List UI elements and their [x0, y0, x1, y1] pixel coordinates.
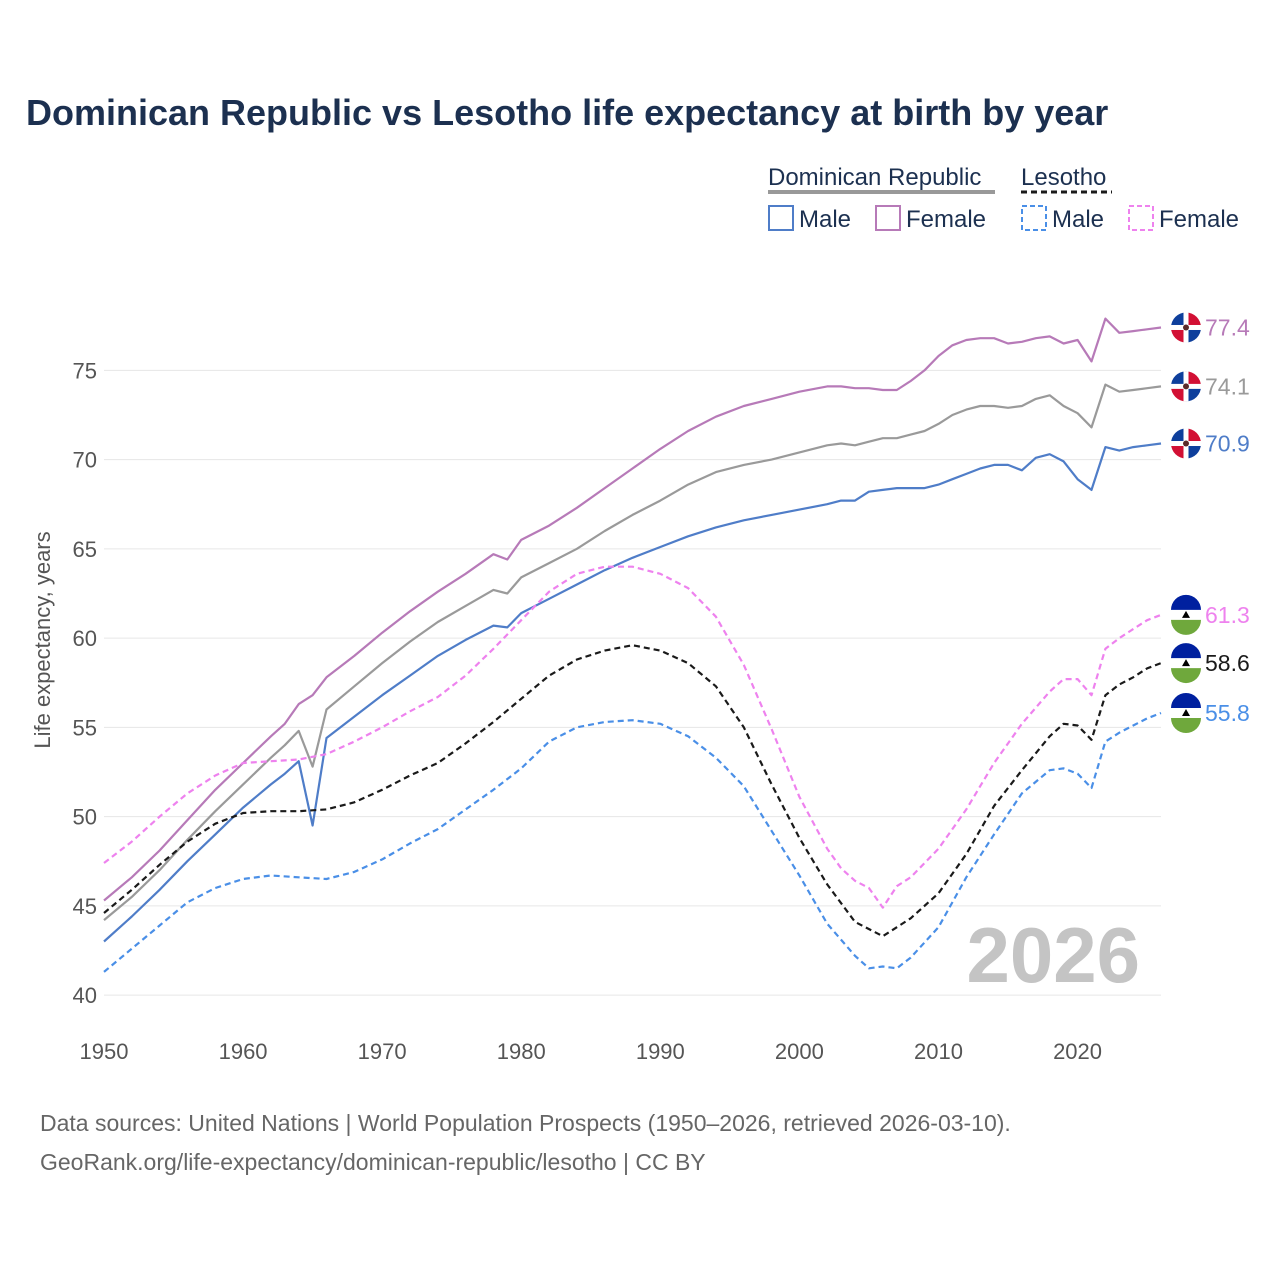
end-value-label: 61.3 — [1205, 602, 1250, 628]
x-axis-ticks: 1950 1960 1970 1980 1990 2000 2010 2020 — [80, 1039, 1103, 1064]
y-tick-label: 50 — [73, 805, 97, 830]
y-axis-label: Life expectancy, years — [30, 531, 55, 748]
legend-swatch-ls-male — [1021, 205, 1047, 231]
dominican-republic-flag-icon — [1171, 312, 1201, 343]
y-tick-label: 60 — [73, 626, 97, 651]
series-line-dominican-republic-female — [103, 317, 1162, 902]
x-tick-label: 1980 — [497, 1039, 546, 1064]
end-value-label: 58.6 — [1205, 650, 1250, 676]
end-value-label: 77.4 — [1205, 314, 1250, 340]
end-value-label: 55.8 — [1205, 700, 1250, 726]
legend: Dominican Republic Lesotho Male Female M… — [768, 164, 1239, 233]
end-marker-lesotho-male: 55.8 — [1171, 693, 1250, 734]
series-line-lesotho-male — [103, 711, 1162, 973]
end-marker-dominican-republic-total: 74.1 — [1171, 371, 1250, 402]
dominican-republic-flag-icon — [1171, 428, 1201, 459]
x-tick-label: 2010 — [914, 1039, 963, 1064]
y-tick-label: 45 — [73, 894, 97, 919]
x-tick-label: 1990 — [636, 1039, 685, 1064]
legend-swatch-dr-male — [768, 205, 794, 231]
series-lines — [103, 317, 1162, 973]
legend-country-lesotho: Lesotho — [1021, 164, 1106, 191]
chart-title: Dominican Republic vs Lesotho life expec… — [26, 92, 1109, 133]
source-line-1: Data sources: United Nations | World Pop… — [40, 1110, 1011, 1136]
x-tick-label: 2020 — [1053, 1039, 1102, 1064]
x-tick-label: 2000 — [775, 1039, 824, 1064]
dominican-republic-flag-icon — [1171, 371, 1201, 402]
y-tick-label: 75 — [73, 358, 97, 383]
source-note: Data sources: United Nations | World Pop… — [40, 1104, 1011, 1182]
year-watermark: 2026 — [966, 911, 1140, 999]
legend-label-dr-male: Male — [799, 206, 851, 233]
end-marker-dominican-republic-female: 77.4 — [1171, 312, 1250, 343]
y-axis-ticks: 40 45 50 55 60 65 70 75 — [73, 358, 97, 1008]
end-marker-lesotho-total: 58.6 — [1171, 643, 1250, 684]
end-marker-lesotho-female: 61.3 — [1171, 594, 1250, 635]
y-tick-label: 40 — [73, 983, 97, 1008]
source-line-2[interactable]: GeoRank.org/life-expectancy/dominican-re… — [40, 1149, 706, 1175]
legend-swatch-dr-female — [875, 205, 901, 231]
legend-country-dominican-republic: Dominican Republic — [768, 164, 981, 191]
series-line-lesotho-female — [103, 565, 1162, 909]
lesotho-flag-icon — [1171, 693, 1201, 734]
series-line-dominican-republic-male — [103, 442, 1162, 943]
y-tick-label: 65 — [73, 537, 97, 562]
x-tick-label: 1970 — [358, 1039, 407, 1064]
x-tick-label: 1960 — [219, 1039, 268, 1064]
legend-swatch-ls-female — [1128, 205, 1154, 231]
y-tick-label: 70 — [73, 448, 97, 473]
end-value-label: 70.9 — [1205, 431, 1250, 457]
legend-label-ls-female: Female — [1159, 206, 1239, 233]
lesotho-flag-icon — [1171, 643, 1201, 684]
series-line-dominican-republic-total — [103, 383, 1162, 921]
legend-label-dr-female: Female — [906, 206, 986, 233]
life-expectancy-chart: 40 45 50 55 60 65 70 75 1950 1960 1970 1980 1990 200… — [30, 164, 1250, 1064]
end-value-label: 74.1 — [1205, 373, 1250, 399]
end-marker-dominican-republic-male: 70.9 — [1171, 428, 1250, 459]
legend-label-ls-male: Male — [1052, 206, 1104, 233]
x-tick-label: 1950 — [80, 1039, 129, 1064]
lesotho-flag-icon — [1171, 594, 1201, 635]
y-tick-label: 55 — [73, 715, 97, 740]
series-line-lesotho-total — [103, 644, 1162, 938]
end-labels: 77.4 74.1 70.9 61.3 58.6 55.8 — [1171, 312, 1250, 734]
